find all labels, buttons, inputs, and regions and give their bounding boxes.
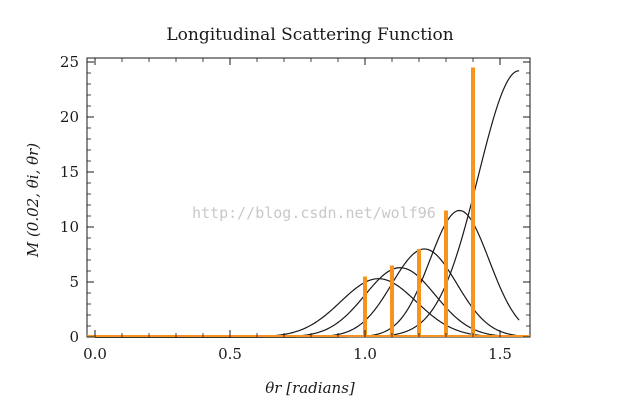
series-line-1	[95, 278, 520, 338]
y-tick-label: 15	[60, 163, 79, 181]
y-tick-label: 5	[69, 273, 79, 291]
series-line-4	[95, 209, 520, 338]
x-axis-label: θr [radians]	[265, 379, 355, 397]
y-tick-label: 25	[60, 53, 79, 71]
x-tick-label: 0.0	[83, 345, 107, 363]
bar-4	[444, 210, 448, 337]
bar-5	[471, 67, 475, 337]
watermark-text: http://blog.csdn.net/wolf96	[192, 204, 436, 222]
bar-2	[390, 265, 394, 337]
y-tick-label: 0	[69, 328, 79, 346]
x-tick-label: 0.5	[218, 345, 242, 363]
chart-title: Longitudinal Scattering Function	[166, 25, 453, 45]
x-tick-label: 1.5	[488, 345, 512, 363]
y-tick-label: 20	[60, 108, 79, 126]
axes-group: 0.0 0.5 1.0 1.5 0 5 10 15 20 25	[60, 53, 530, 363]
y-axis-label: M (0.02, θi, θr)	[24, 143, 42, 258]
series-line-3	[95, 248, 520, 338]
y-tick-label: 10	[60, 218, 79, 236]
bar-3	[417, 249, 421, 337]
bar-1	[363, 276, 367, 337]
bars-group	[87, 67, 530, 337]
x-tick-label: 1.0	[353, 345, 377, 363]
